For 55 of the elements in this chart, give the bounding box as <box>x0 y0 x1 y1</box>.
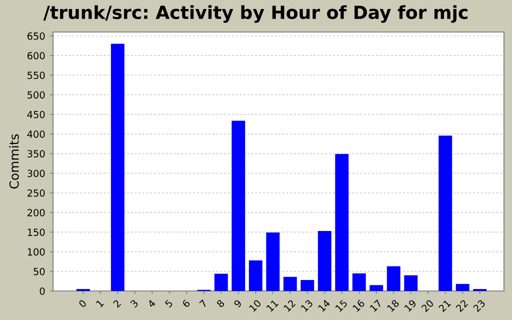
bar <box>404 275 418 291</box>
y-tick-label: 650 <box>27 32 45 40</box>
bar <box>352 273 366 291</box>
x-tick-label: 14 <box>318 299 331 312</box>
y-tick-label: 500 <box>28 91 45 99</box>
y-tick-label: 150 <box>28 228 45 236</box>
x-tick-label: 20 <box>421 299 434 312</box>
bar <box>456 284 470 291</box>
bar <box>232 120 246 291</box>
bar <box>214 274 228 291</box>
x-tick-label: 7 <box>199 299 208 308</box>
bar <box>438 136 452 291</box>
x-tick-label: 13 <box>300 299 314 312</box>
x-tick-label: 3 <box>130 299 139 308</box>
x-tick-label: 0 <box>78 299 87 308</box>
x-tick-label: 21 <box>438 299 451 312</box>
bar <box>248 260 262 291</box>
x-tick-label: 16 <box>352 299 366 312</box>
x-tick-label: 10 <box>248 299 262 312</box>
x-tick-label: 23 <box>472 299 486 312</box>
bar <box>370 285 384 291</box>
bar <box>335 154 349 291</box>
bar <box>386 266 400 291</box>
y-tick-label: 300 <box>28 170 45 178</box>
x-tick-label: 22 <box>456 299 468 312</box>
x-tick-label: 8 <box>216 299 225 308</box>
y-tick-label: 600 <box>27 52 45 60</box>
y-tick-label: 450 <box>27 110 45 118</box>
bar <box>110 44 124 291</box>
y-tick-label: 550 <box>28 72 45 79</box>
y-tick-label: 200 <box>28 208 45 216</box>
y-tick-label: 400 <box>27 130 45 138</box>
x-tick-label: 6 <box>182 299 190 308</box>
x-tick-label: 12 <box>283 299 296 312</box>
x-tick-label: 17 <box>370 299 382 312</box>
x-tick-label: 11 <box>266 299 279 312</box>
x-tick-label: 15 <box>335 299 348 312</box>
y-tick-label: 250 <box>28 189 45 197</box>
y-axis-title: Commits <box>9 134 19 189</box>
x-tick-label: 19 <box>404 299 417 312</box>
x-tick-label: 1 <box>96 299 104 308</box>
x-tick-label: 18 <box>386 299 400 312</box>
y-tick-label: 350 <box>28 150 45 158</box>
bar <box>266 232 280 291</box>
y-tick-label: 100 <box>28 248 45 256</box>
y-tick-label: 50 <box>34 268 45 276</box>
y-tick-label: 0 <box>40 287 45 295</box>
x-tick-label: 9 <box>233 299 242 308</box>
x-tick-label: 5 <box>164 299 173 308</box>
bar <box>300 280 314 291</box>
bar <box>283 276 297 291</box>
x-tick-label: 2 <box>112 299 122 308</box>
bar <box>318 230 332 291</box>
x-tick-label: 4 <box>147 299 156 308</box>
chart-title: /trunk/src: Activity by Hour of Day for mjc <box>43 5 468 23</box>
